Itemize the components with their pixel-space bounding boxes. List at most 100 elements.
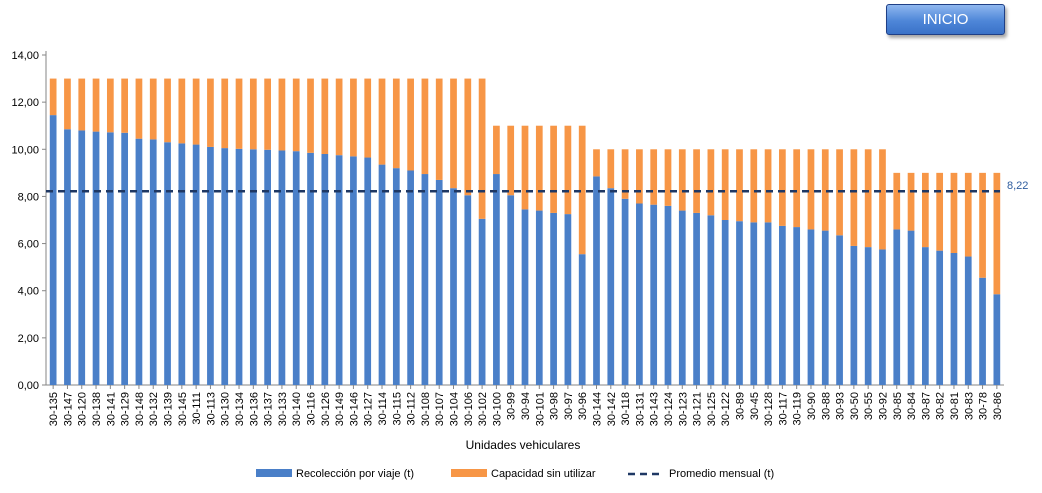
bar-collected <box>793 227 801 385</box>
x-tick-label: 30-147 <box>62 392 74 426</box>
bar-unused <box>307 78 314 153</box>
bar-unused <box>664 149 672 206</box>
x-tick-label: 30-107 <box>434 392 446 426</box>
x-tick-label: 30-132 <box>148 392 160 426</box>
bar-unused <box>864 149 872 248</box>
bar-collected <box>821 230 829 385</box>
x-tick-label: 30-45 <box>749 392 761 420</box>
x-tick-label: 30-133 <box>277 392 289 426</box>
bar-unused <box>650 149 658 205</box>
bar-unused <box>807 149 815 230</box>
bar-unused <box>364 78 372 158</box>
bar-collected <box>249 149 257 385</box>
x-tick-label: 30-101 <box>534 392 546 426</box>
bar-unused <box>750 149 758 223</box>
bar-unused <box>178 78 186 144</box>
x-tick-label: 30-118 <box>620 392 632 425</box>
bar-unused <box>292 78 300 152</box>
x-tick-label: 30-146 <box>348 392 360 426</box>
bar-collected <box>392 168 400 385</box>
bar-collected <box>235 148 243 385</box>
bar-unused <box>764 149 772 223</box>
bar-collected <box>321 154 329 385</box>
legend-label-collected: Recolección por viaje (t) <box>296 468 414 480</box>
bar-unused <box>678 149 686 211</box>
x-tick-label: 30-124 <box>663 392 675 426</box>
y-tick-label: 12,00 <box>11 97 39 109</box>
bar-collected <box>979 277 986 385</box>
y-tick-label: 14,00 <box>11 50 39 62</box>
x-tick-label: 30-114 <box>377 392 389 425</box>
bar-collected <box>164 142 171 385</box>
inicio-button[interactable]: INICIO <box>886 4 1005 35</box>
bar-unused <box>736 149 743 222</box>
bar-collected <box>207 146 214 385</box>
x-tick-label: 30-88 <box>820 392 832 420</box>
x-tick-label: 30-143 <box>649 392 661 426</box>
bar-unused <box>950 172 958 253</box>
bar-collected <box>92 131 100 385</box>
bar-unused <box>550 125 557 213</box>
x-tick-label: 30-130 <box>220 392 232 426</box>
bar-collected <box>421 174 429 385</box>
bar-collected <box>149 139 157 385</box>
bar-collected <box>550 212 557 385</box>
bar-collected <box>936 250 944 385</box>
x-tick-label: 30-106 <box>463 392 475 426</box>
x-tick-label: 30-116 <box>306 392 318 425</box>
x-tick-label: 30-120 <box>77 392 89 426</box>
x-tick-label: 30-119 <box>792 392 804 425</box>
bar-collected <box>178 143 186 385</box>
x-tick-label: 30-117 <box>777 392 789 425</box>
bar-collected <box>221 148 229 385</box>
bar-collected <box>335 155 343 385</box>
x-tick-label: 30-82 <box>935 392 947 420</box>
bar-collected <box>664 205 672 385</box>
bar-collected <box>636 203 643 385</box>
x-tick-label: 30-99 <box>506 392 518 420</box>
bar-unused <box>321 78 329 154</box>
bar-collected <box>693 212 700 385</box>
bar-collected <box>621 198 629 385</box>
bar-unused <box>135 78 143 139</box>
bar-collected <box>721 220 729 385</box>
x-tick-label: 30-89 <box>734 392 746 420</box>
bar-unused <box>435 78 443 180</box>
x-tick-label: 30-148 <box>134 392 146 426</box>
x-tick-label: 30-50 <box>849 392 861 420</box>
bar-collected <box>578 254 586 385</box>
bar-collected <box>407 170 414 385</box>
bar-unused <box>78 78 86 131</box>
bar-collected <box>106 132 114 385</box>
bar-unused <box>721 149 729 220</box>
x-tick-label: 30-111 <box>191 392 203 425</box>
bar-collected <box>192 144 200 385</box>
x-tick-label: 30-81 <box>949 392 961 420</box>
bar-unused <box>593 149 600 177</box>
x-axis-title: Unidades vehiculares <box>466 438 581 452</box>
x-tick-label: 30-96 <box>577 392 589 420</box>
x-tick-label: 30-131 <box>634 392 646 426</box>
bar-collected <box>507 195 515 385</box>
x-tick-label: 30-93 <box>835 392 847 420</box>
bar-collected <box>850 245 858 385</box>
y-tick-label: 4,00 <box>18 286 39 298</box>
x-tick-label: 30-102 <box>477 392 489 426</box>
x-tick-label: 30-145 <box>177 392 189 426</box>
bar-unused <box>779 149 786 226</box>
bar-collected <box>435 179 443 385</box>
bar-unused <box>907 172 915 231</box>
x-tick-label: 30-127 <box>363 392 375 426</box>
bar-unused <box>350 78 357 157</box>
legend-label-average: Promedio mensual (t) <box>669 468 774 480</box>
bar-unused <box>450 78 457 189</box>
bar-unused <box>378 78 386 165</box>
y-tick-label: 2,00 <box>18 333 39 345</box>
bar-collected <box>493 174 500 385</box>
bar-collected <box>678 210 686 385</box>
bar-collected <box>993 294 1001 385</box>
x-tick-label: 30-126 <box>320 392 332 426</box>
bar-collected <box>836 235 843 385</box>
x-tick-label: 30-113 <box>205 392 217 425</box>
bar-unused <box>221 78 229 149</box>
